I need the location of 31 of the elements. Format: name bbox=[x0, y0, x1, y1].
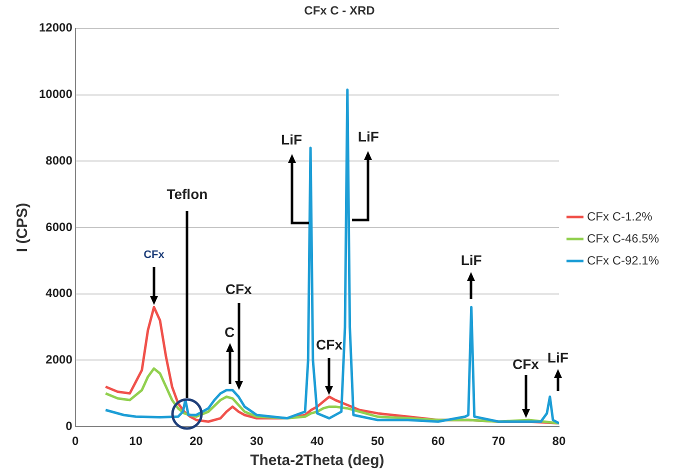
annotation: CFx bbox=[316, 336, 343, 353]
y-tick-label: 0 bbox=[66, 418, 73, 433]
x-tick-label: 50 bbox=[370, 434, 385, 448]
y-tick-label: 12000 bbox=[38, 20, 73, 35]
y-tick-label: 2000 bbox=[46, 352, 73, 367]
annotation: LiF bbox=[547, 350, 569, 366]
legend-label: CFx C-46.5% bbox=[586, 231, 660, 246]
annotation: LiF bbox=[460, 252, 482, 268]
annotation: CFx bbox=[225, 280, 252, 297]
x-axis-title: Theta-2Theta (deg) bbox=[250, 452, 384, 470]
y-tick-label: 4000 bbox=[46, 286, 73, 300]
annotation: LiF bbox=[281, 132, 302, 148]
y-axis-title: I (CPS) bbox=[14, 202, 32, 252]
annotation: LiF bbox=[358, 128, 380, 145]
annotation: C bbox=[224, 324, 235, 340]
x-tick-label: 10 bbox=[129, 434, 143, 448]
y-tick-label: 6000 bbox=[46, 220, 73, 234]
chart-title: CFx C - XRD bbox=[304, 4, 376, 18]
annotation: CFx bbox=[144, 249, 166, 262]
y-tick-label: 10000 bbox=[38, 87, 73, 102]
x-tick-label: 60 bbox=[431, 434, 446, 448]
legend-label: CFx C-1.2% bbox=[586, 209, 653, 224]
annotation: Teflon bbox=[166, 186, 208, 202]
x-tick-label: 40 bbox=[310, 434, 324, 448]
annotation: CFx bbox=[512, 356, 540, 372]
x-tick-label: 70 bbox=[492, 434, 506, 448]
x-tick-label: 80 bbox=[552, 434, 566, 448]
x-tick-label: 20 bbox=[190, 434, 204, 448]
x-tick-label: 30 bbox=[250, 434, 264, 448]
y-tick-label: 8000 bbox=[46, 153, 73, 168]
legend-label: CFx C-92.1% bbox=[586, 253, 660, 268]
